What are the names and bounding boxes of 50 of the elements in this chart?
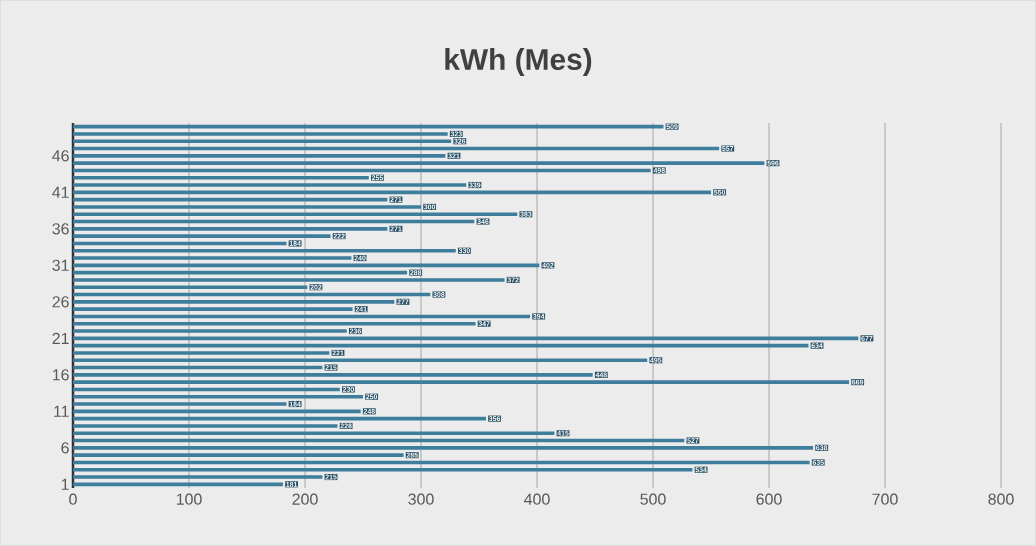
y-tick-label: 41 <box>52 186 69 198</box>
y-tick-label: 31 <box>52 259 69 271</box>
x-tick-label: 700 <box>872 493 898 505</box>
bar <box>73 307 353 311</box>
bar <box>73 248 456 253</box>
y-tick-label: 26 <box>52 296 69 308</box>
y-tick-label: 6 <box>61 442 69 454</box>
y-tick-label: 11 <box>54 405 69 417</box>
bar <box>73 467 693 472</box>
bar <box>73 402 287 406</box>
chart-title: kWh (Mes) <box>445 48 592 76</box>
bar <box>73 161 765 165</box>
x-tick-label: 500 <box>640 493 666 505</box>
bar <box>73 256 352 260</box>
y-tick-label: 16 <box>52 369 69 381</box>
x-tick-label: 300 <box>408 493 434 505</box>
x-tick-label: 600 <box>756 493 782 505</box>
bar <box>73 154 446 158</box>
bar <box>73 139 452 144</box>
bar <box>73 285 308 290</box>
bar <box>73 475 323 479</box>
bar <box>73 373 593 377</box>
bar <box>73 329 347 333</box>
y-tick-label: 36 <box>52 223 69 235</box>
bar <box>73 234 331 238</box>
bar <box>73 205 422 209</box>
bar <box>73 380 850 384</box>
bar <box>73 227 388 231</box>
y-tick-label: 21 <box>52 332 69 344</box>
bar <box>73 453 404 457</box>
bar <box>73 394 364 399</box>
bar <box>73 300 395 304</box>
bar <box>73 278 505 282</box>
x-tick-label: 800 <box>988 493 1014 505</box>
bar <box>73 321 476 326</box>
y-tick-label: 46 <box>52 150 69 162</box>
x-tick-label: 400 <box>524 493 550 505</box>
bar <box>73 175 369 180</box>
bar <box>73 446 814 450</box>
y-tick-label: 1 <box>61 478 69 490</box>
bar <box>73 431 555 436</box>
x-tick-label: 200 <box>292 493 318 505</box>
bar <box>73 212 518 217</box>
x-tick-label: 0 <box>69 493 77 505</box>
bar <box>73 424 338 428</box>
bar <box>73 183 467 187</box>
x-tick-label: 100 <box>176 493 202 505</box>
bar <box>73 358 648 363</box>
bar <box>73 351 330 355</box>
bar <box>73 132 448 136</box>
